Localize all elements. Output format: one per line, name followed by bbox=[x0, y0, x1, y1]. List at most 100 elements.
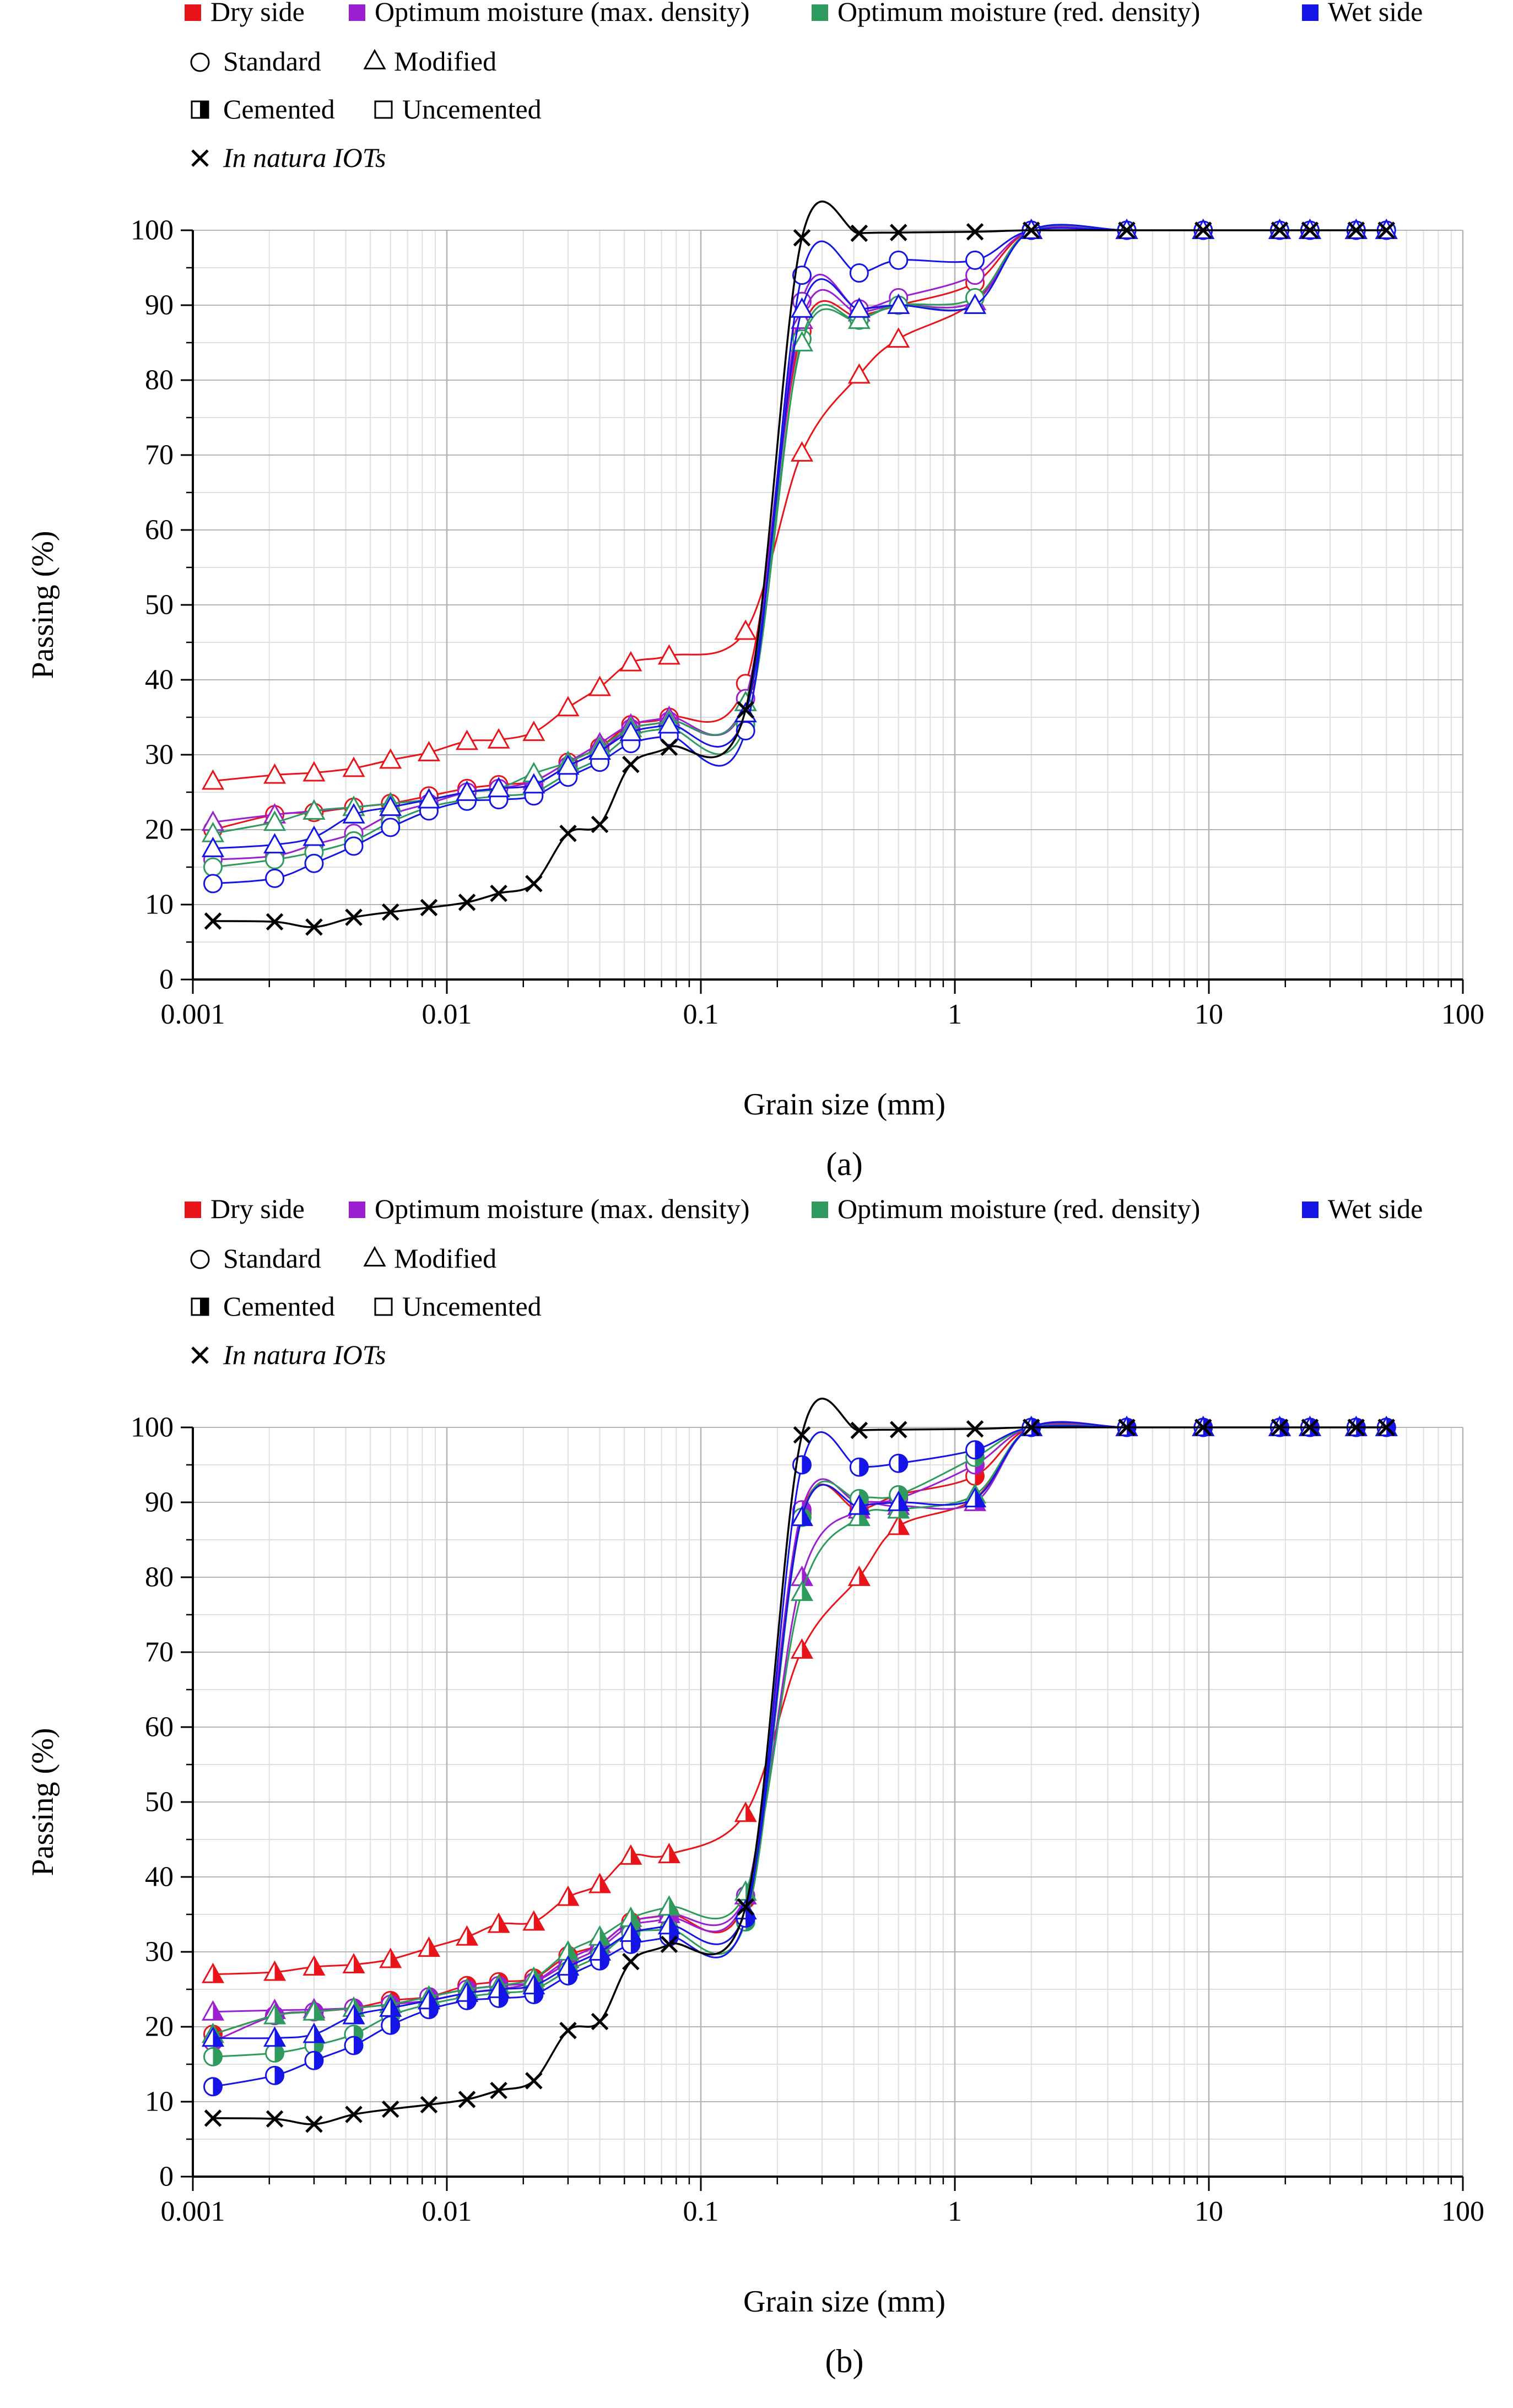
legend-label: Standard bbox=[223, 46, 321, 77]
data-point bbox=[790, 297, 813, 318]
data-point bbox=[556, 696, 580, 717]
data-point bbox=[1377, 221, 1395, 239]
data-point bbox=[487, 1977, 510, 1998]
data-point bbox=[417, 740, 441, 761]
x-tick-label: 10 bbox=[1195, 2196, 1223, 2227]
data-point bbox=[265, 849, 285, 869]
legend-swatch-opt-red bbox=[812, 4, 828, 21]
plot-grid bbox=[192, 1427, 1464, 2177]
legend-item-cemented: Cemented bbox=[191, 94, 335, 125]
legend-label: Cemented bbox=[223, 1291, 335, 1322]
axes: 0 10 20 30 40 50 60 70 80 90 100 0.001 0.01 0.1 1 10 100… bbox=[26, 1412, 1484, 2319]
panel-label: (a) bbox=[826, 1146, 863, 1182]
data-point bbox=[847, 363, 871, 384]
legend-label: In natura IOTs bbox=[223, 1339, 386, 1370]
legend-label: Wet side bbox=[1328, 0, 1423, 27]
data-point bbox=[849, 263, 869, 283]
x-tick-label: 1 bbox=[948, 999, 962, 1030]
data-point bbox=[305, 918, 323, 936]
data-point bbox=[266, 2110, 284, 2128]
legend-open-square-marker bbox=[374, 100, 393, 119]
data-point bbox=[737, 1898, 754, 1916]
legend-item-opt-max: Optimum moisture (max. density) bbox=[349, 0, 749, 27]
y-tick-label: 80 bbox=[145, 365, 174, 396]
data-point bbox=[201, 2000, 225, 2021]
legend-item-modified: Modified bbox=[363, 46, 496, 77]
data-point bbox=[522, 1974, 545, 1995]
data-point bbox=[204, 912, 222, 930]
data-point bbox=[487, 1912, 510, 1933]
data-point bbox=[793, 229, 811, 247]
y-tick-label: 90 bbox=[145, 1487, 174, 1518]
data-point bbox=[619, 651, 642, 672]
data-point bbox=[455, 729, 479, 750]
data-point bbox=[342, 1953, 365, 1974]
data-point bbox=[344, 2036, 364, 2055]
data-point bbox=[622, 1952, 640, 1971]
data-point bbox=[342, 756, 365, 777]
legend-half-square-marker bbox=[191, 1297, 209, 1316]
legend-item-uncemented: Uncemented bbox=[374, 1291, 542, 1322]
data-point bbox=[847, 309, 871, 329]
y-tick-label: 10 bbox=[145, 889, 174, 921]
legend-label: Uncemented bbox=[402, 1291, 542, 1322]
data-point bbox=[525, 2072, 543, 2090]
y-tick-label: 50 bbox=[145, 589, 174, 621]
data-point bbox=[455, 1981, 479, 2002]
y-tick-label: 40 bbox=[145, 664, 174, 696]
legend-triangle-marker bbox=[363, 1246, 386, 1267]
data-point bbox=[849, 1457, 869, 1477]
data-point bbox=[266, 913, 284, 931]
data-point bbox=[304, 853, 324, 873]
y-tick-label: 60 bbox=[145, 1712, 174, 1743]
x-tick-label: 100 bbox=[1441, 999, 1484, 1030]
legend-label: Optimum moisture (red. density) bbox=[837, 0, 1200, 27]
data-point bbox=[847, 297, 871, 318]
data-point bbox=[263, 763, 287, 784]
data-point bbox=[455, 780, 479, 801]
legend-label: Wet side bbox=[1328, 1193, 1423, 1224]
series-line bbox=[213, 201, 1387, 928]
data-point bbox=[1347, 221, 1365, 239]
data-point bbox=[556, 1955, 580, 1976]
data-point bbox=[302, 825, 326, 846]
panel-label: (b) bbox=[825, 2343, 864, 2379]
data-point bbox=[203, 2047, 223, 2066]
legend-swatch-wet bbox=[1302, 1202, 1319, 1218]
legend-swatch-opt-max bbox=[349, 4, 365, 21]
data-point bbox=[263, 833, 287, 854]
data-point bbox=[790, 331, 813, 351]
data-point bbox=[850, 224, 868, 242]
data-point bbox=[525, 875, 543, 892]
data-point bbox=[619, 721, 642, 742]
data-point bbox=[588, 1940, 612, 1961]
data-point bbox=[1301, 1419, 1319, 1436]
data-point bbox=[887, 293, 910, 314]
data-point bbox=[887, 327, 910, 348]
data-point bbox=[966, 223, 984, 241]
data-point bbox=[302, 2022, 326, 2043]
data-point bbox=[790, 1506, 813, 1527]
data-point bbox=[201, 1962, 225, 1983]
legend-swatch-opt-max bbox=[349, 1202, 365, 1218]
data-point bbox=[889, 224, 907, 241]
x-tick-label: 0.01 bbox=[422, 2196, 472, 2227]
legend-item-dry: Dry side bbox=[185, 1193, 305, 1224]
y-tick-label: 100 bbox=[131, 215, 174, 246]
data-point bbox=[1301, 221, 1319, 239]
data-point bbox=[660, 1935, 678, 1954]
legend-swatch-dry bbox=[185, 1202, 201, 1218]
data-point bbox=[522, 721, 545, 742]
legend-cross-marker bbox=[191, 1346, 209, 1364]
data-point bbox=[793, 1426, 811, 1444]
x-tick-label: 1 bbox=[948, 2196, 962, 2227]
x-tick-label: 0.001 bbox=[161, 2196, 225, 2227]
data-point bbox=[417, 1989, 441, 2010]
legend-label: Dry side bbox=[210, 0, 305, 27]
data-point bbox=[1118, 221, 1136, 239]
data-point bbox=[344, 836, 364, 856]
legend-label: Standard bbox=[223, 1243, 321, 1274]
data-point bbox=[487, 777, 510, 798]
legend-item-standard: Standard bbox=[190, 46, 321, 77]
legend-label: Modified bbox=[394, 1243, 496, 1274]
